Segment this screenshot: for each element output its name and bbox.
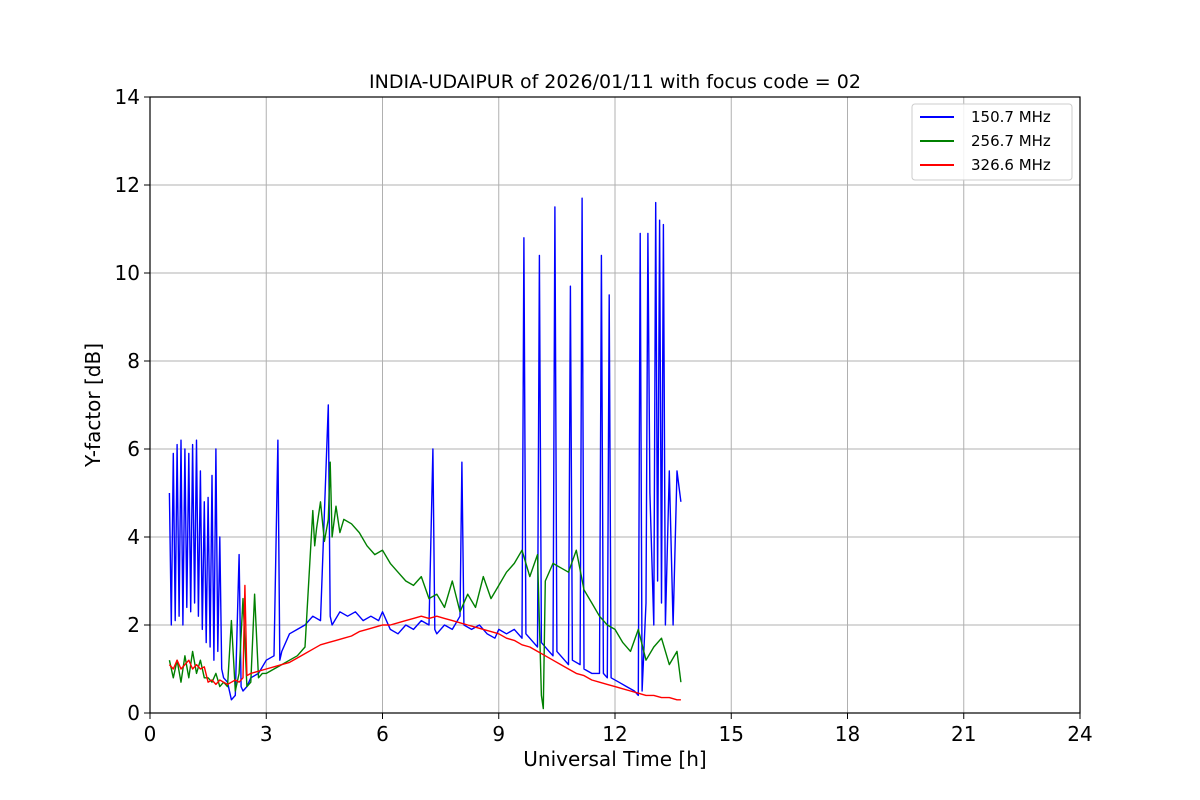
x-tick-label: 12 — [602, 722, 627, 746]
x-tick-label: 24 — [1067, 722, 1092, 746]
x-tick-label: 15 — [719, 722, 744, 746]
series-line-3 — [168, 584, 681, 701]
x-axis-label: Universal Time [h] — [523, 747, 706, 771]
y-tick-label: 0 — [127, 701, 140, 725]
legend-label-2: 256.7 MHz — [971, 132, 1051, 150]
legend-label-1: 150.7 MHz — [971, 108, 1051, 126]
y-tick-label: 10 — [115, 261, 140, 285]
x-tick-label: 9 — [492, 722, 505, 746]
x-tick-label: 6 — [376, 722, 389, 746]
x-tick-label: 21 — [951, 722, 976, 746]
x-tick-label: 18 — [835, 722, 860, 746]
y-tick-label: 8 — [127, 349, 140, 373]
legend-label-3: 326.6 MHz — [971, 156, 1051, 174]
chart-title: INDIA-UDAIPUR of 2026/01/11 with focus c… — [369, 71, 861, 93]
y-tick-label: 6 — [127, 437, 140, 461]
series-line-2 — [168, 461, 682, 710]
x-tick-label: 3 — [260, 722, 273, 746]
y-tick-label: 14 — [115, 85, 140, 109]
y-axis-label: Y-factor [dB] — [81, 343, 105, 468]
x-tick-label: 0 — [144, 722, 157, 746]
y-tick-label: 4 — [127, 525, 140, 549]
series-group — [168, 197, 682, 710]
y-tick-label: 2 — [127, 613, 140, 637]
legend: 150.7 MHz 256.7 MHz 326.6 MHz — [911, 103, 1073, 181]
legend-box — [911, 103, 1073, 181]
series-line-1 — [168, 197, 682, 701]
y-tick-label: 12 — [115, 173, 140, 197]
